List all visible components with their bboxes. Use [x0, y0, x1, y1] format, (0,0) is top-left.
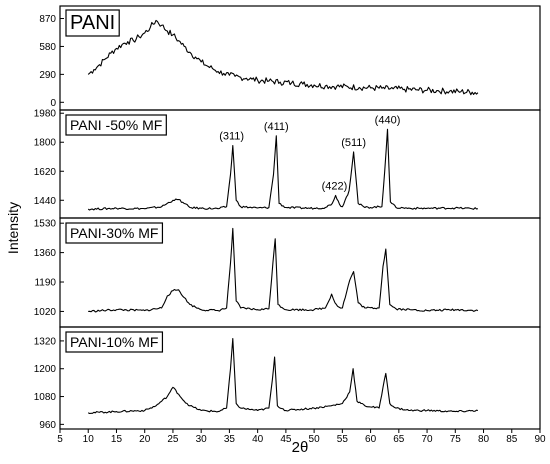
panel-frame [59, 326, 541, 430]
panel-2: 1440 1620 1800 1980 PANI -50% MF (311) (411) (4… [34, 109, 541, 219]
x-tick-label: 70 [421, 434, 433, 445]
panel-3: 1020 1190 1360 1530 PANI-30% MF [34, 217, 541, 328]
x-tick-label: 85 [506, 434, 518, 445]
x-tick-label: 75 [450, 434, 462, 445]
x-tick-label: 35 [224, 434, 236, 445]
y-tick-label: 1080 [34, 392, 57, 403]
panel-label: PANI [70, 12, 115, 34]
x-tick-label: 65 [393, 434, 405, 445]
y-tick-label: 870 [39, 14, 56, 25]
y-tick-label: 1440 [34, 196, 57, 207]
y-tick-label: 1800 [34, 138, 57, 149]
x-axis: 5 10 15 20 25 30 35 40 45 50 55 60 65 70 75 80 85 90 [57, 429, 546, 445]
peak-label: (440) [375, 114, 401, 126]
x-tick-label: 80 [478, 434, 490, 445]
y-tick-label: 1530 [34, 219, 57, 230]
x-tick-label: 15 [111, 434, 123, 445]
panel-label-box [65, 222, 164, 244]
panel-label-box [65, 114, 167, 136]
series-line [88, 227, 479, 313]
x-tick-label: 25 [167, 434, 179, 445]
x-tick-label: 60 [365, 434, 377, 445]
series-line [87, 128, 478, 211]
x-tick-label: 40 [252, 434, 264, 445]
x-tick-label: 10 [83, 434, 95, 445]
y-tick-label: 1620 [34, 167, 57, 178]
panel-frame [59, 5, 541, 111]
series-line [87, 338, 479, 415]
y-tick-label: 1200 [34, 364, 57, 375]
y-tick-label: 1360 [34, 248, 57, 259]
x-tick-label: 55 [337, 434, 349, 445]
x-tick-label: 5 [57, 434, 63, 445]
series-line [87, 19, 479, 96]
panel-4: 960 1080 1200 1320 PANI-10% MF [34, 326, 541, 431]
x-tick-label: 30 [196, 434, 208, 445]
y-tick-label: 1190 [34, 278, 56, 289]
panel-1: 0 290 580 870 PANI [39, 5, 541, 111]
y-tick-label: 1320 [34, 336, 57, 347]
y-tick-label: 290 [39, 70, 56, 81]
peak-label: (411) [264, 121, 289, 133]
panel-label: PANI-10% MF [70, 334, 158, 350]
y-tick-label: 1980 [34, 109, 57, 120]
x-tick-label: 20 [139, 434, 151, 445]
peak-label: (422) [322, 180, 348, 192]
x-tick-label: 45 [280, 434, 292, 445]
x-tick-label: 50 [309, 434, 321, 445]
panel-label: PANI-30% MF [70, 225, 158, 241]
x-axis-label: 2θ [292, 439, 309, 456]
y-tick-label: 1020 [34, 307, 57, 318]
peak-label: (311) [219, 130, 244, 142]
panel-label-box [65, 9, 120, 37]
y-tick-label: 0 [50, 98, 56, 109]
panel-label-box [65, 331, 164, 353]
peak-label: (511) [341, 137, 366, 149]
x-tick-label: 90 [534, 434, 546, 445]
y-axis-label: Intensity [5, 202, 21, 254]
y-tick-label: 580 [39, 42, 56, 53]
y-tick-label: 960 [39, 420, 56, 431]
panels-layer: 0 290 580 870 PANI 1440 1620 1800 1980 PANI -50% … [34, 5, 541, 431]
panel-label: PANI -50% MF [70, 117, 162, 133]
